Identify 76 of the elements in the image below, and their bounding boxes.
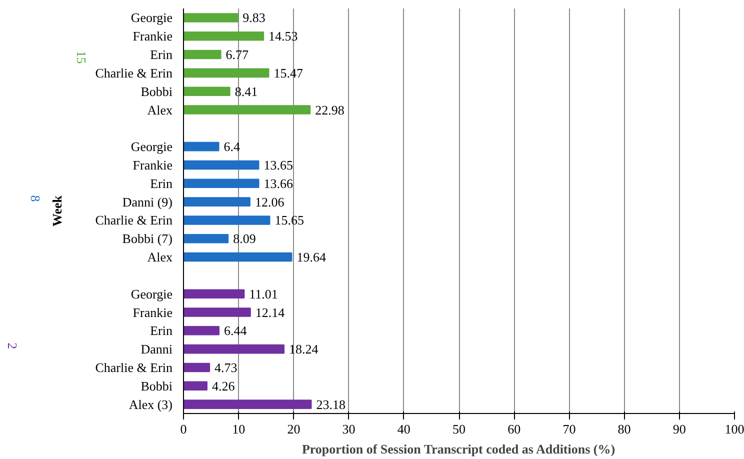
data-label: 4.26 xyxy=(212,378,236,394)
bar xyxy=(184,362,210,372)
data-label: 15.47 xyxy=(274,65,304,80)
bar xyxy=(184,13,238,22)
y-tick-label: Erin xyxy=(150,176,173,191)
y-tick-label: Frankie xyxy=(132,304,173,320)
text: 15 xyxy=(74,50,89,64)
x-axis-title: Proportion of Session Transcript coded as Additions (%) xyxy=(302,442,616,456)
bar xyxy=(184,197,250,206)
bar xyxy=(184,160,260,170)
bar xyxy=(184,252,292,262)
y-tick-label: Danni xyxy=(140,342,173,357)
data-label: 13.65 xyxy=(264,157,293,172)
data-label: 6.4 xyxy=(224,139,241,154)
data-label: 6.77 xyxy=(226,47,250,62)
bar xyxy=(184,308,251,317)
y-tick-label: Charlie & Erin xyxy=(95,212,173,228)
y-tick-label: Frankie xyxy=(132,157,173,172)
y-tick-label: Charlie & Erin xyxy=(95,360,173,375)
bar xyxy=(184,326,220,336)
bar xyxy=(184,216,270,225)
y-tick-label: Georgie xyxy=(130,286,173,302)
y-tick-label: Erin xyxy=(150,47,173,62)
x-tick-label: 0 xyxy=(180,422,187,436)
data-label: 22.98 xyxy=(315,102,344,118)
data-label: 19.64 xyxy=(296,250,326,265)
y-tick-label: Bobbi xyxy=(140,378,173,394)
data-label: 15.65 xyxy=(274,212,304,228)
data-label: 14.53 xyxy=(268,28,298,44)
data-label: 6.44 xyxy=(224,323,248,338)
x-tick-label: 40 xyxy=(397,422,410,436)
x-tick-label: 70 xyxy=(562,422,576,436)
y-tick-label: Georgie xyxy=(130,139,173,154)
y-axis-title: Week xyxy=(50,194,64,227)
y-tick-label: Alex xyxy=(147,250,173,265)
y-tick-label: Frankie xyxy=(132,28,173,44)
data-label: 8.41 xyxy=(234,84,258,99)
x-tick-label: 80 xyxy=(618,422,631,436)
bar xyxy=(184,234,229,244)
y-tick-label: Charlie & Erin xyxy=(95,65,173,80)
data-label: 12.06 xyxy=(254,194,285,210)
y-tick-label: Erin xyxy=(150,323,173,338)
bar xyxy=(184,86,230,96)
x-tick-label: 100 xyxy=(724,422,744,436)
x-tick-label: 20 xyxy=(287,422,300,436)
bar xyxy=(184,31,264,41)
bar xyxy=(184,289,245,298)
y-tick-label: Georgie xyxy=(130,10,173,26)
y-tick-label: Alex (3) xyxy=(128,396,173,412)
bar xyxy=(184,381,208,391)
x-tick-label: 30 xyxy=(342,422,356,436)
data-label: 8.09 xyxy=(233,231,256,246)
text: 8 xyxy=(28,195,43,202)
bar xyxy=(184,400,312,409)
data-label: 13.66 xyxy=(264,176,294,191)
y-tick-label: Bobbi xyxy=(140,84,173,99)
y-tick-label: Bobbi (7) xyxy=(122,231,173,246)
x-tick-label: 90 xyxy=(672,422,686,436)
text: 2 xyxy=(5,342,20,350)
data-label: 23.18 xyxy=(316,396,346,412)
bar xyxy=(184,178,260,188)
data-label: 18.24 xyxy=(289,342,319,357)
bar xyxy=(184,50,222,60)
y-tick-label: Alex xyxy=(147,102,173,118)
x-tick-label: 50 xyxy=(452,422,466,436)
x-tick-label: 10 xyxy=(232,422,246,436)
bar xyxy=(184,68,270,78)
data-label: 12.14 xyxy=(255,304,286,320)
data-label: 11.01 xyxy=(249,286,278,302)
x-tick-label: 60 xyxy=(508,422,521,436)
bar xyxy=(184,105,311,114)
data-label: 4.73 xyxy=(214,360,238,375)
y-tick-label: Danni (9) xyxy=(122,194,173,210)
bar xyxy=(184,344,284,354)
bar xyxy=(184,142,220,152)
data-label: 9.83 xyxy=(242,10,266,26)
